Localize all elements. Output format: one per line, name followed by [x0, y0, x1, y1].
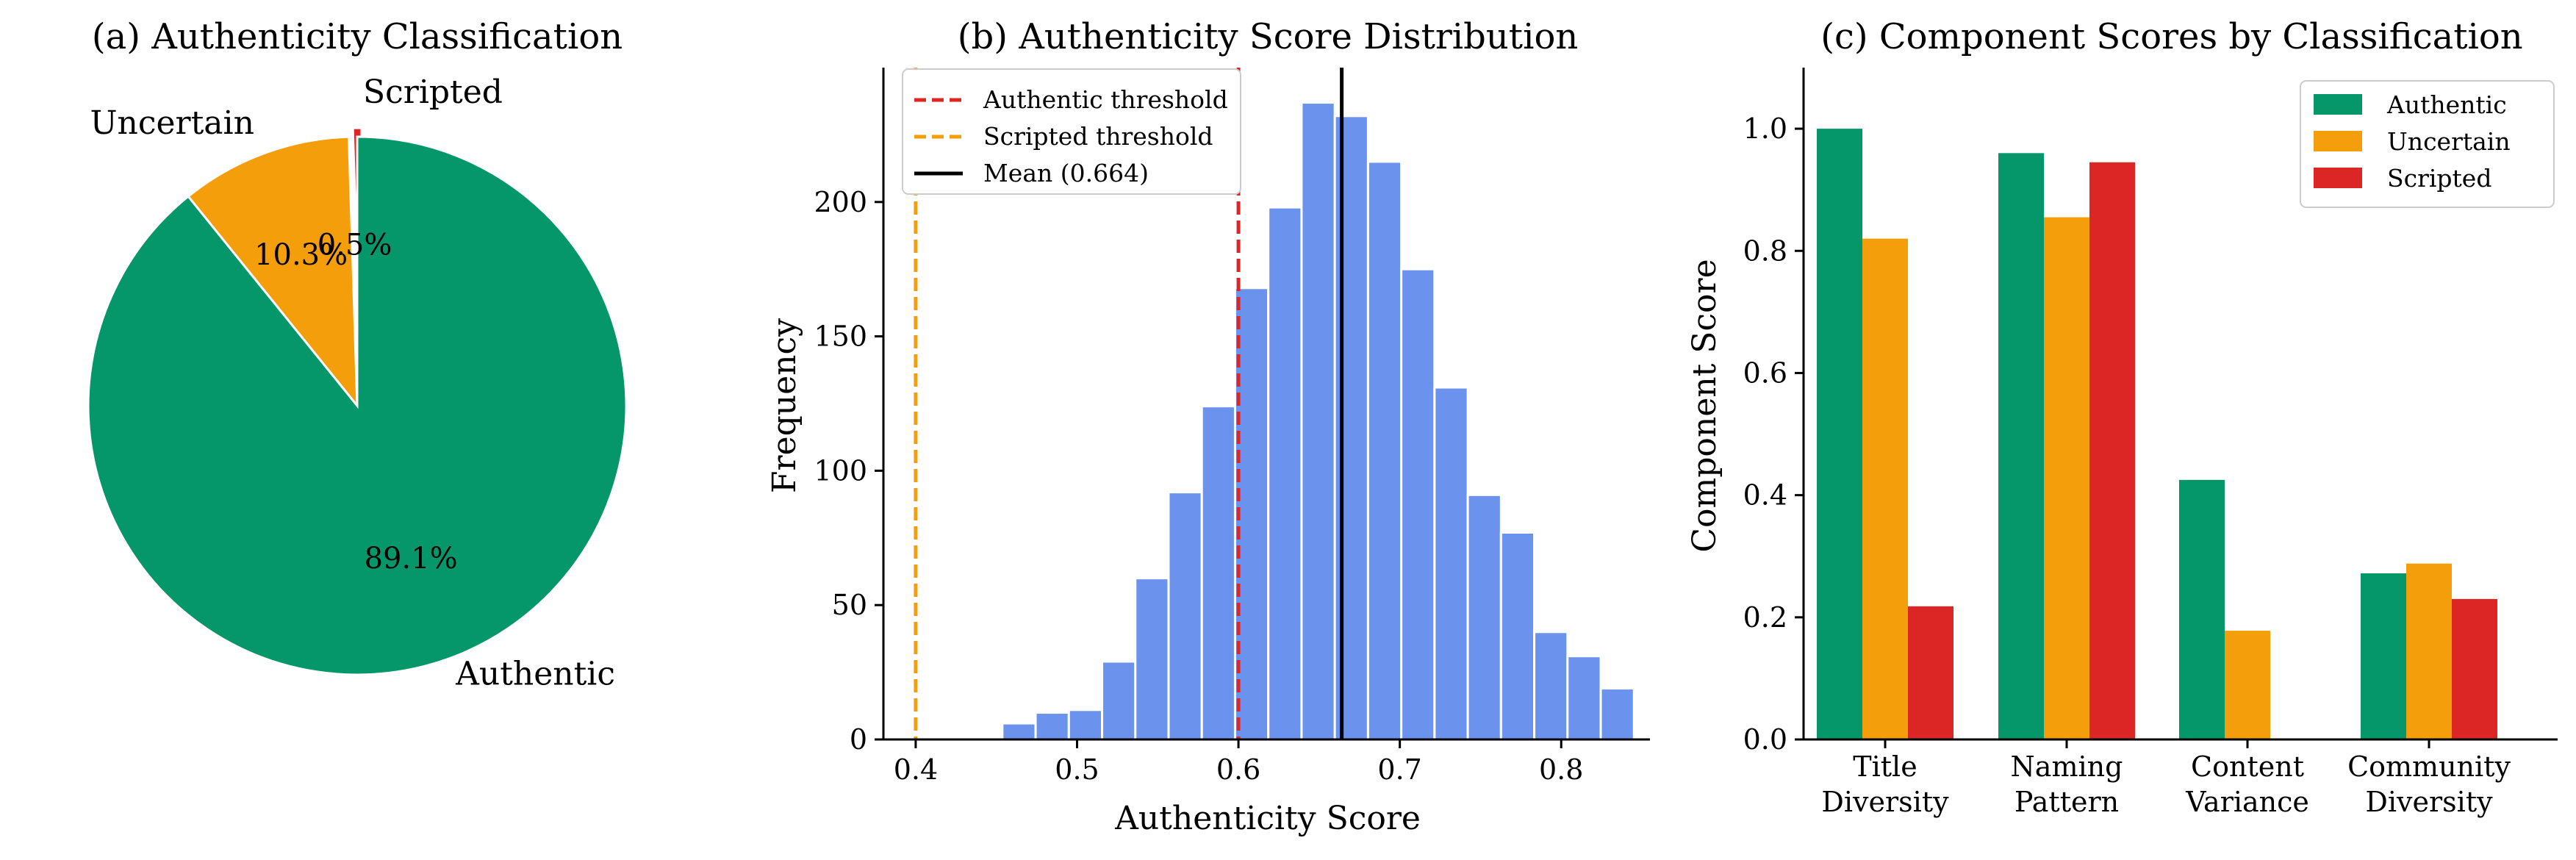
grouped-bar-legend: Authentic Uncertain Scripted — [2300, 80, 2555, 208]
pie-slice-authentic — [87, 135, 628, 676]
histogram-x-tick-label: 0.6 — [1216, 753, 1260, 786]
bar-authentic — [1998, 153, 2044, 739]
histogram-bar — [1300, 101, 1336, 741]
histogram-legend-box — [902, 68, 1241, 195]
histogram-x-tick-label: 0.7 — [1377, 753, 1421, 786]
grouped-bar-ticks: 0.00.20.40.60.81.0TitleDiversityNamingPa… — [1743, 112, 2511, 818]
histogram-bar — [1200, 405, 1236, 741]
grouped-bar-y-axis-label: Component Score — [1686, 259, 1723, 552]
histogram-ticks: 0.4 0.5 0.6 0.7 0.8 0 50 100 150 200 — [814, 186, 1583, 786]
histogram-bars — [1001, 101, 1635, 741]
histogram-bar — [1267, 206, 1303, 741]
histogram-bar — [1533, 631, 1569, 741]
grouped-bar-legend-box — [2300, 80, 2555, 208]
grouped-bar-y-tick-label: 0.6 — [1743, 356, 1787, 389]
histogram-y-tick-label: 0 — [850, 723, 867, 756]
pie-percent-authentic: 89.1% — [365, 542, 458, 576]
bar-scripted — [2089, 162, 2135, 740]
legend-swatch-authentic — [2314, 94, 2362, 115]
histogram-bar — [1167, 491, 1203, 741]
histogram-bar — [1433, 386, 1469, 741]
category-label: Diversity — [1821, 786, 1949, 818]
histogram-x-tick-label: 0.4 — [894, 753, 938, 786]
category-label: Pattern — [2014, 786, 2119, 818]
pie-percent-scripted: 0.5% — [317, 228, 392, 262]
grouped-bar-axes — [1802, 68, 2558, 741]
bar-uncertain — [2406, 563, 2452, 739]
legend-swatch-uncertain — [2314, 131, 2362, 151]
legend-label-scripted-threshold: Scripted threshold — [983, 122, 1213, 151]
grouped-bar-y-tick-label: 0.0 — [1743, 723, 1787, 756]
histogram-bar — [1499, 531, 1536, 741]
grouped-bars — [1817, 129, 2497, 740]
legend-label-authentic-threshold: Authentic threshold — [983, 85, 1228, 114]
pie-chart-panel: (a) Authenticity Classification Scripted… — [87, 16, 628, 693]
bar-uncertain — [2225, 631, 2270, 739]
histogram-bar — [1566, 655, 1602, 741]
pie-label-authentic: Authentic — [455, 656, 615, 693]
histogram-y-tick-label: 100 — [814, 454, 867, 487]
histogram-bar — [1101, 660, 1137, 741]
legend-label-scripted: Scripted — [2387, 164, 2491, 193]
bar-uncertain — [2044, 217, 2089, 739]
histogram-x-axis-label: Authenticity Score — [1114, 800, 1421, 837]
bar-authentic — [1817, 129, 1862, 739]
category-label: Community — [2347, 750, 2511, 783]
histogram-axes — [882, 68, 1650, 741]
histogram-bar — [1001, 722, 1037, 741]
category-label: Title — [1853, 750, 1917, 783]
grouped-bar-y-tick-label: 0.4 — [1743, 479, 1787, 512]
histogram-bar — [1466, 493, 1502, 741]
histogram-legend: Authentic threshold Scripted threshold Mea… — [902, 68, 1241, 195]
pie-slice-uncertain — [186, 135, 359, 409]
pie-labels: Scripted 0.5% Uncertain 10.3% Authentic 89.1% — [90, 74, 615, 693]
category-label: Naming — [2011, 750, 2123, 783]
histogram-y-tick-label: 50 — [832, 589, 867, 621]
pie-label-scripted: Scripted — [363, 74, 503, 111]
pie-slices — [87, 126, 628, 676]
legend-swatch-scripted — [2314, 168, 2362, 188]
category-label: Content — [2191, 750, 2304, 783]
legend-label-authentic: Authentic — [2386, 90, 2507, 119]
legend-label-uncertain: Uncertain — [2387, 127, 2511, 156]
category-label: Diversity — [2365, 786, 2493, 818]
histogram-x-tick-label: 0.5 — [1055, 753, 1099, 786]
category-label: Variance — [2185, 786, 2309, 818]
histogram-bar — [1400, 268, 1436, 741]
bar-authentic — [2361, 573, 2406, 739]
bar-scripted — [2452, 598, 2497, 739]
histogram-panel: (b) Authenticity Score Distribution 0.4 0… — [766, 16, 1650, 837]
threshold-lines — [914, 68, 1344, 739]
grouped-bar-title: (c) Component Scores by Classification — [1820, 16, 2522, 57]
histogram-y-axis-label: Frequency — [766, 318, 803, 493]
histogram-bar — [1333, 115, 1369, 741]
histogram-bar — [1034, 711, 1070, 741]
grouped-bar-panel: (c) Component Scores by Classification 0… — [1686, 16, 2558, 818]
pie-label-uncertain: Uncertain — [90, 104, 254, 142]
bar-uncertain — [1862, 238, 1908, 739]
pie-percent-uncertain: 10.3% — [254, 238, 348, 272]
histogram-y-tick-label: 200 — [814, 186, 867, 218]
bar-scripted — [1908, 606, 1953, 739]
pie-chart-title: (a) Authenticity Classification — [92, 16, 623, 57]
grouped-bar-y-tick-label: 1.0 — [1743, 112, 1787, 145]
histogram-bar — [1067, 709, 1104, 741]
histogram-bar — [1366, 160, 1403, 741]
histogram-bar — [1134, 577, 1170, 741]
histogram-x-tick-label: 0.8 — [1539, 753, 1583, 786]
legend-label-mean-0-664: Mean (0.664) — [983, 159, 1149, 187]
histogram-bar — [1599, 687, 1635, 741]
bar-authentic — [2179, 479, 2225, 739]
grouped-bar-y-tick-label: 0.8 — [1743, 234, 1787, 267]
grouped-bar-y-tick-label: 0.2 — [1743, 601, 1787, 634]
histogram-y-tick-label: 150 — [814, 320, 867, 353]
histogram-title: (b) Authenticity Score Distribution — [958, 16, 1579, 57]
